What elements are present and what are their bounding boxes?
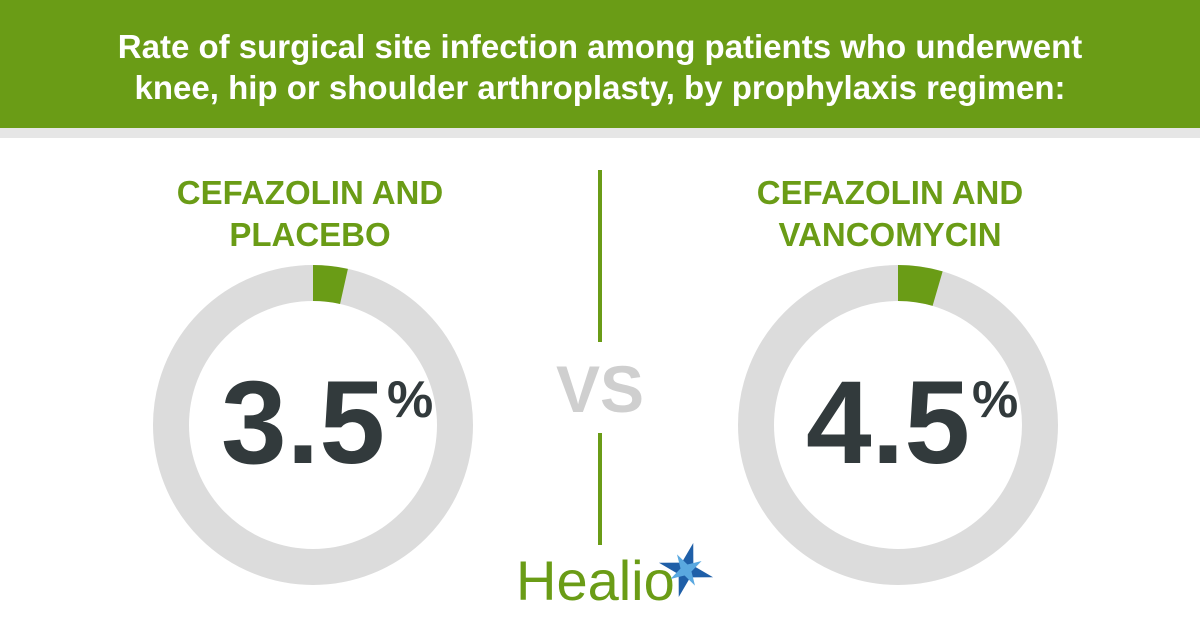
vs-label: VS	[556, 352, 644, 426]
donut-segment	[897, 265, 943, 307]
donut-segment	[312, 265, 348, 305]
unit-label: %	[387, 371, 433, 429]
title: Rate of surgical site infection among pa…	[117, 28, 1083, 106]
chart-title: CEFAZOLIN AND PLACEBO	[176, 174, 444, 253]
logo-star	[658, 542, 714, 598]
chart-title: CEFAZOLIN AND VANCOMYCIN	[756, 174, 1024, 253]
value-label: 4.5	[806, 357, 970, 489]
header	[0, 0, 1200, 138]
logo: Healio	[516, 549, 675, 612]
unit-label: %	[972, 371, 1018, 429]
value-label: 3.5	[221, 357, 385, 489]
